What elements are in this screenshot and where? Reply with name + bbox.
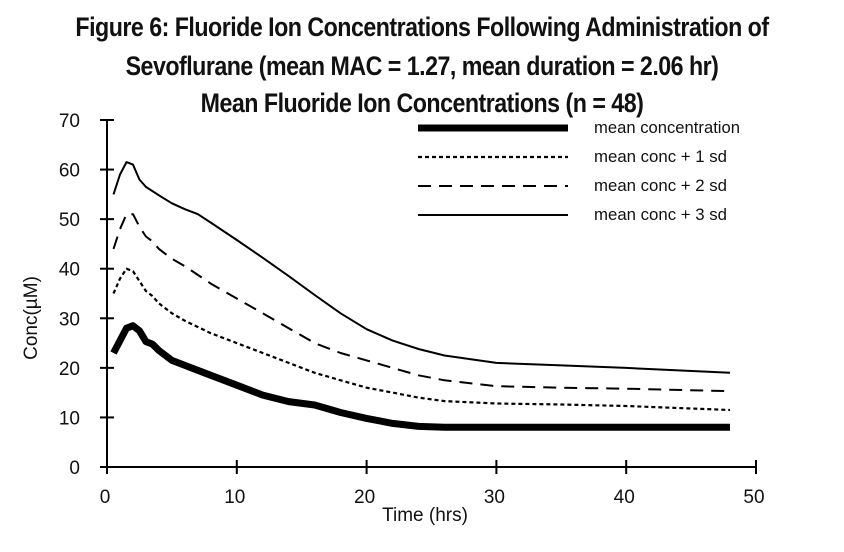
y-tick-label: 60 xyxy=(59,161,80,182)
y-tick-label: 0 xyxy=(69,458,80,479)
x-tick-label: 10 xyxy=(224,487,245,508)
legend-label: mean conc + 3 sd xyxy=(594,205,727,224)
series-line-2 xyxy=(112,267,731,412)
chart-title: Figure 6: Fluoride Ion Concentrations Fo… xyxy=(75,12,769,42)
x-tick-label: 50 xyxy=(743,487,764,508)
legend-label: mean concentration xyxy=(594,118,740,137)
y-tick-label: 40 xyxy=(59,260,80,281)
y-tick-label: 10 xyxy=(59,408,80,429)
x-tick-label: 40 xyxy=(614,487,635,508)
axes xyxy=(106,120,756,468)
x-axis-label: Time (hrs) xyxy=(382,505,468,526)
x-tick-label: 30 xyxy=(484,487,505,508)
x-tick-label: 20 xyxy=(354,487,375,508)
x-axis-ticks: 0 10 20 30 40 50 xyxy=(100,460,765,508)
y-tick-label: 20 xyxy=(59,359,80,380)
x-tick-label: 0 xyxy=(100,487,111,508)
series-line-1 xyxy=(110,322,730,431)
y-tick-label: 70 xyxy=(59,111,80,132)
series-line-4 xyxy=(112,161,731,374)
series-line-3 xyxy=(112,213,731,393)
chart-subtitle: Sevoflurane (mean MAC = 1.27, mean durat… xyxy=(125,51,719,81)
y-axis-label: Conc(µM) xyxy=(21,276,42,360)
series-layer xyxy=(110,161,731,431)
y-tick-label: 30 xyxy=(59,309,80,330)
chart-subtitle-2: Mean Fluoride Ion Concentrations (n = 48… xyxy=(200,88,644,118)
y-tick-label: 50 xyxy=(59,210,80,231)
legend-label: mean conc + 2 sd xyxy=(594,176,727,195)
legend-label: mean conc + 1 sd xyxy=(594,147,727,166)
legend: mean concentration mean conc + 1 sd mean c… xyxy=(418,118,740,224)
y-axis-ticks: 0 10 20 30 40 50 60 70 xyxy=(59,111,114,479)
